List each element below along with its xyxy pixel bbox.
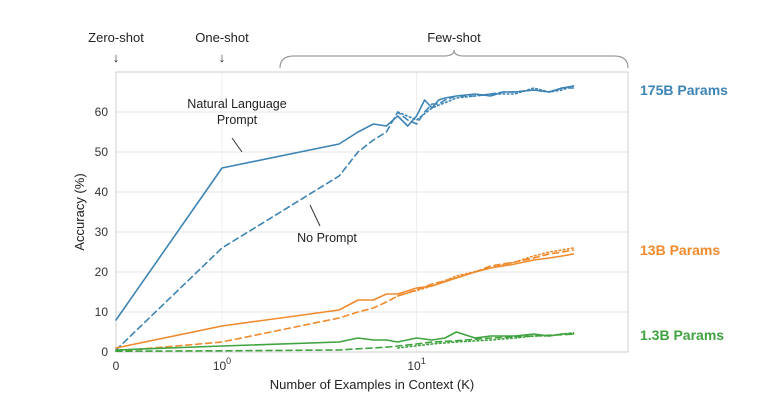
y-tick-label: 20 [95, 265, 109, 279]
series-line-13b-params-dotted [396, 247, 575, 297]
series-line-1-3b-params-dashed [115, 333, 575, 353]
y-tick-label: 10 [95, 305, 109, 319]
y-axis-title: Accuracy (%) [72, 173, 87, 250]
series-line-1-3b-params-solid [115, 331, 575, 351]
series-lines [115, 85, 575, 353]
annotation-natural-language-prompt: Prompt [217, 113, 258, 127]
regime-label-few-shot: Few-shot [427, 30, 481, 45]
zero-shot-arrow-icon: ↓ [113, 50, 120, 65]
y-tick-label: 40 [95, 185, 109, 199]
one-shot-arrow-icon: ↓ [219, 50, 226, 65]
x-tick-label: 100 [213, 356, 231, 373]
x-tick-label: 101 [407, 356, 425, 373]
annotation-pointer [309, 204, 321, 227]
y-tick-label: 30 [95, 225, 109, 239]
axes: 0 10 20 30 40 50 60 0 100 101 [95, 71, 629, 373]
legend-label-13b-params: 13B Params [640, 242, 720, 258]
plot-frame [115, 71, 629, 353]
legend-label-1-3b-params: 1.3B Params [640, 327, 724, 343]
y-tick-label: 60 [95, 105, 109, 119]
annotation-no-prompt: No Prompt [297, 231, 357, 245]
y-tick-label: 0 [101, 345, 108, 359]
x-tick-label: 0 [113, 359, 120, 373]
annotation-pointer [231, 137, 243, 153]
x-axis-title: Number of Examples in Context (K) [270, 377, 474, 392]
regime-label-one-shot: One-shot [195, 30, 249, 45]
legend-label-175b-params: 175B Params [640, 82, 728, 98]
y-tick-label: 50 [95, 145, 109, 159]
chart-labels: Number of Examples in Context (K) Accurac… [72, 30, 728, 392]
series-line-1-3b-params-dotted [396, 331, 575, 349]
series-line-13b-params-dashed [115, 249, 575, 353]
few-shot-bracket [279, 49, 629, 69]
annotation-natural-language-prompt: Natural Language [187, 97, 286, 111]
regime-label-zero-shot: Zero-shot [88, 30, 144, 45]
series-line-175b-params-dotted [396, 85, 575, 121]
